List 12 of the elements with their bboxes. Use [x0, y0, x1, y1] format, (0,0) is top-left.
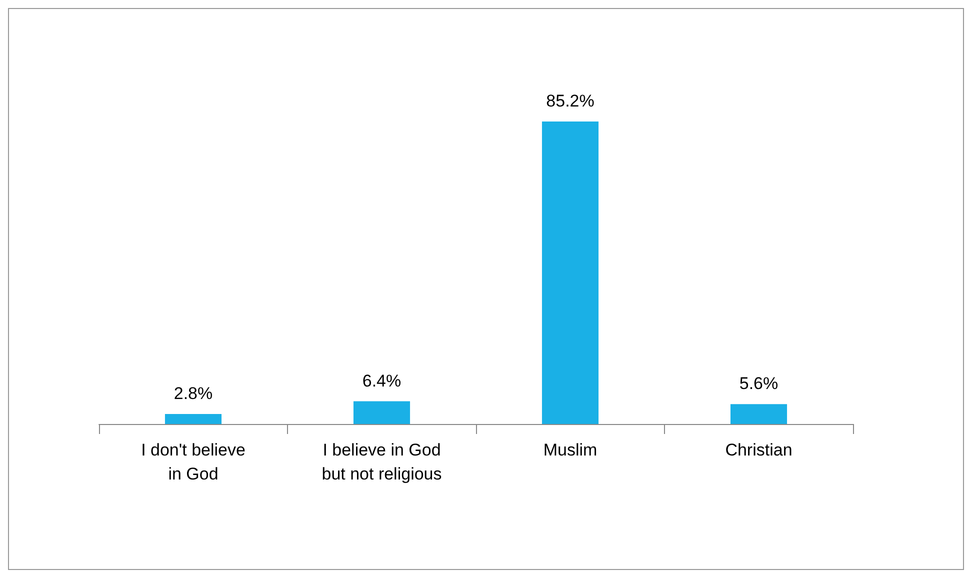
x-tick-label: Christian [725, 440, 792, 460]
data-label: 85.2% [546, 92, 594, 111]
x-tick-label: Muslim [543, 440, 598, 460]
bar [542, 122, 599, 424]
data-label: 6.4% [362, 371, 402, 390]
x-tick-label: I believe in God but not religious [322, 440, 442, 484]
bar [353, 401, 410, 424]
data-label: 2.8% [174, 384, 213, 404]
x-tick-label: I don't believe in God [141, 440, 246, 484]
bar [164, 414, 222, 424]
data-label: 5.6% [739, 374, 778, 394]
bar [730, 404, 788, 424]
